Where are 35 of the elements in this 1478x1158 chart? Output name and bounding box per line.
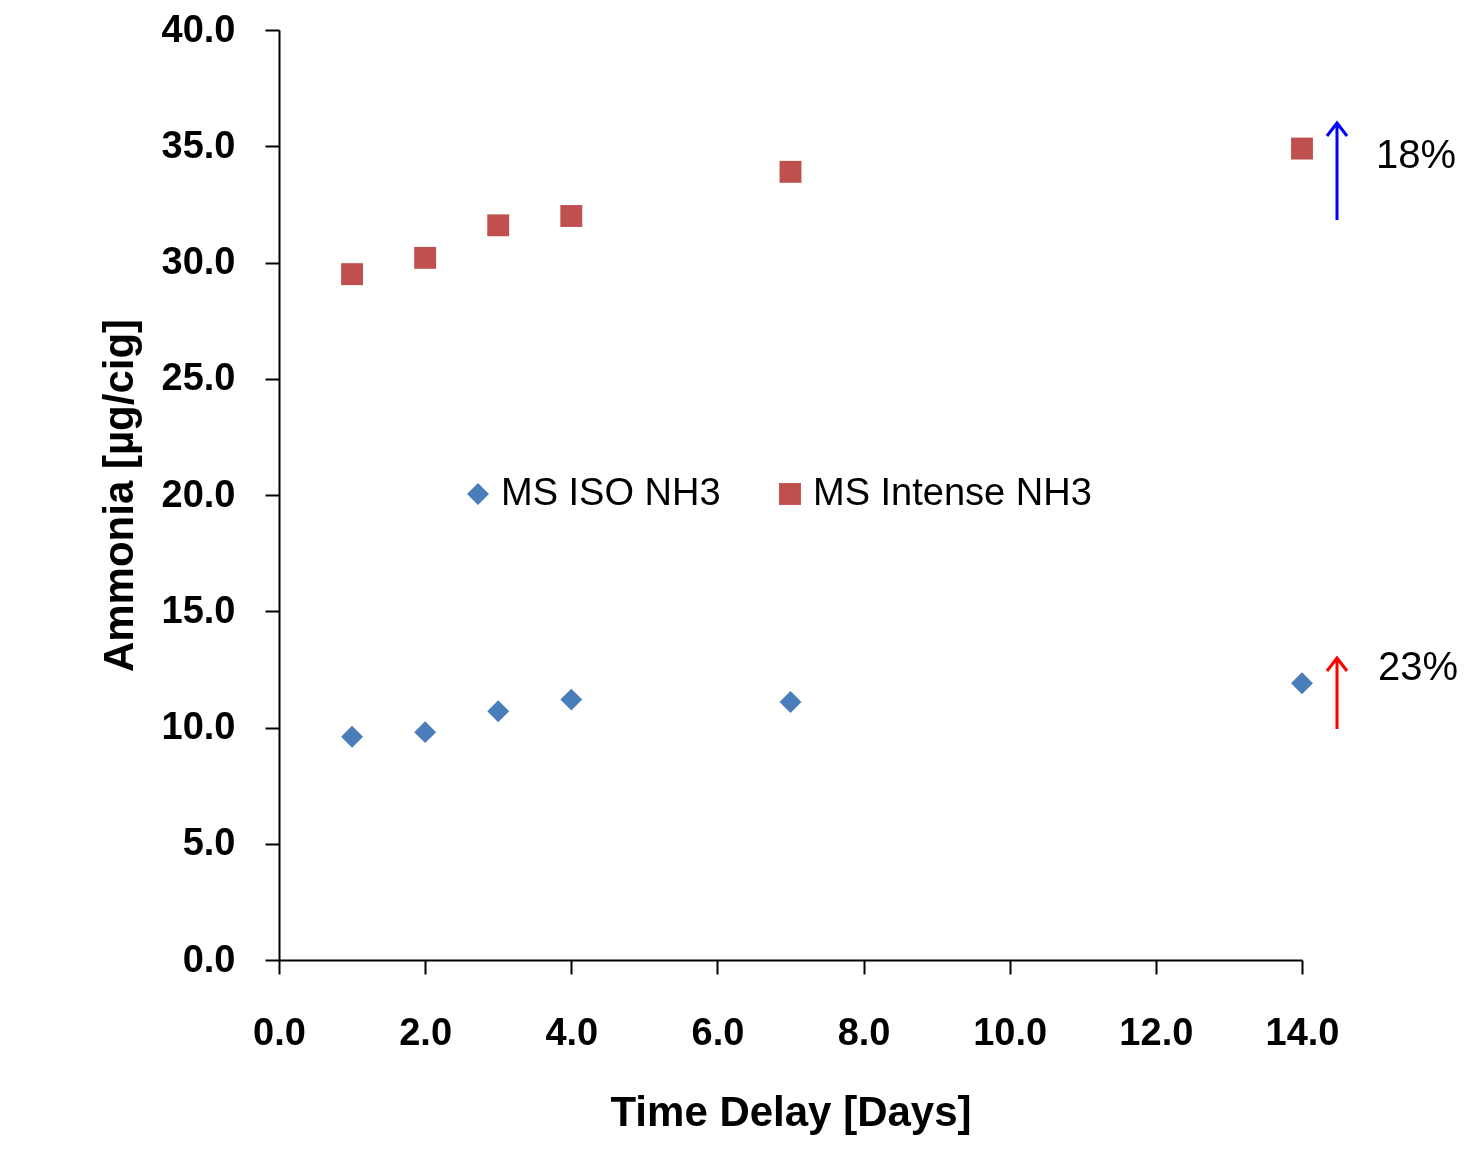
y-tick-label: 0.0 xyxy=(182,937,236,980)
x-tick-label: 4.0 xyxy=(545,1010,599,1053)
text: 18% xyxy=(1376,132,1457,177)
x-axis-title: Time Delay [Days] xyxy=(610,1087,972,1135)
y-tick-label: 10.0 xyxy=(161,705,236,747)
point xyxy=(560,205,583,227)
point xyxy=(414,721,437,744)
x-tick-label: 6.0 xyxy=(691,1010,745,1053)
text: 23% xyxy=(1378,644,1459,689)
y-tick-label: 20.0 xyxy=(161,472,236,515)
x-tick-label: 14.0 xyxy=(1265,1010,1340,1053)
point xyxy=(560,688,583,711)
point xyxy=(779,160,802,183)
y-tick-label: 30.0 xyxy=(161,240,236,282)
y-tick-label: 35.0 xyxy=(161,123,236,166)
point xyxy=(1291,137,1313,160)
legend-label: MS Intense NH3 xyxy=(813,471,1092,513)
point xyxy=(414,246,437,269)
y-tick-label: 40.0 xyxy=(161,7,236,50)
point xyxy=(487,214,510,237)
y-axis-title: Ammonia [µg/cig] xyxy=(94,318,142,673)
y-tick-label: 15.0 xyxy=(161,588,236,631)
legend-label: MS ISO NH3 xyxy=(501,471,721,513)
point xyxy=(487,700,510,723)
point xyxy=(341,263,364,286)
point xyxy=(779,690,802,713)
x-tick-label: 10.0 xyxy=(973,1010,1048,1053)
point xyxy=(341,725,364,748)
y-tick-label: 25.0 xyxy=(161,356,236,399)
x-tick-label: 2.0 xyxy=(399,1010,453,1053)
x-tick-label: 12.0 xyxy=(1119,1010,1194,1053)
y-tick-label: 5.0 xyxy=(182,821,236,864)
x-tick-label: 8.0 xyxy=(837,1010,891,1053)
x-tick-label: 0.0 xyxy=(253,1010,306,1053)
point xyxy=(1291,672,1313,695)
